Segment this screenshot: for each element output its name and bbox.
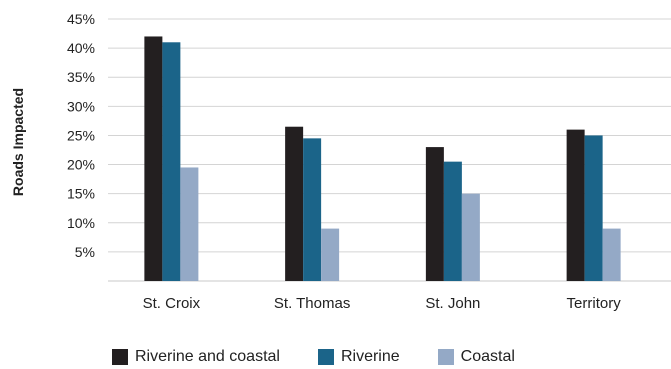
legend-label: Riverine bbox=[340, 348, 400, 365]
bar-riverine-st-thomas bbox=[303, 138, 322, 281]
legend-item-riverine-and-coastal: Riverine and coastal bbox=[112, 348, 280, 366]
bar-coastal-st-thomas bbox=[321, 228, 340, 281]
legend-swatch bbox=[437, 349, 454, 365]
y-tick-label: 5% bbox=[75, 244, 95, 260]
y-tick-label: 20% bbox=[67, 157, 95, 173]
y-axis-ticks: 5% 10% 15% 20% 25% 30% 35% 40% 45% bbox=[67, 11, 95, 260]
y-tick-label: 45% bbox=[67, 11, 95, 27]
bar-riverine-and-coastal-st-thomas bbox=[285, 126, 304, 281]
bar-chart: 5%10%15%20%25%30%35%40%45% St. Croix St. … bbox=[10, 11, 671, 312]
y-tick-label: 25% bbox=[67, 127, 95, 143]
bar-riverine-and-coastal-st-john bbox=[425, 147, 444, 281]
bar-riverine-territory bbox=[584, 135, 603, 281]
bar-riverine-and-coastal-st-croix bbox=[144, 36, 163, 281]
bar-coastal-st-john bbox=[461, 193, 480, 281]
y-tick-label: 30% bbox=[67, 98, 95, 114]
y-tick-label: 15% bbox=[67, 186, 95, 202]
y-tick-label: 40% bbox=[67, 40, 95, 56]
bar-coastal-territory bbox=[602, 228, 621, 281]
legend-item-riverine: Riverine bbox=[317, 348, 400, 366]
legend-swatch bbox=[317, 349, 334, 365]
x-axis-categories: St. Croix St. Thomas St. John Territory bbox=[143, 295, 622, 312]
x-category-label: St. Thomas bbox=[274, 295, 350, 312]
legend-label: Coastal bbox=[460, 348, 515, 365]
legend-swatch bbox=[112, 349, 128, 365]
bar-riverine-st-john bbox=[443, 161, 462, 281]
legend: Riverine and coastal Riverine Coastal bbox=[112, 348, 553, 366]
legend-item-coastal: Coastal bbox=[437, 348, 515, 366]
x-category-label: St. John bbox=[425, 295, 480, 312]
bars bbox=[144, 36, 621, 282]
x-category-label: St. Croix bbox=[143, 295, 201, 312]
y-axis-label: Roads Impacted bbox=[10, 88, 26, 196]
bar-coastal-st-croix bbox=[180, 167, 199, 281]
bar-riverine-and-coastal-territory bbox=[566, 129, 585, 281]
legend-label: Riverine and coastal bbox=[135, 348, 280, 365]
x-category-label: Territory bbox=[567, 295, 622, 312]
bar-riverine-st-croix bbox=[162, 42, 181, 282]
y-tick-label: 35% bbox=[67, 69, 95, 85]
y-tick-label: 10% bbox=[67, 215, 95, 231]
